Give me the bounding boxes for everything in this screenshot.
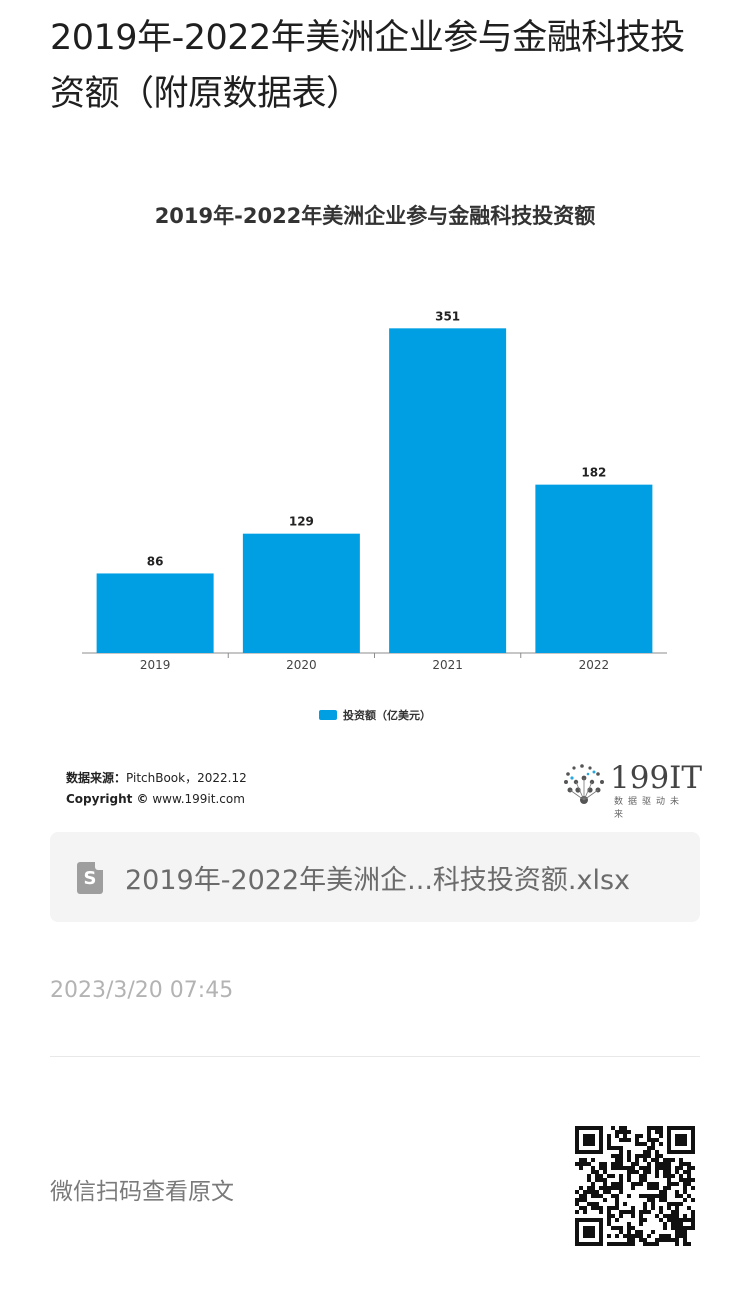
data-label-2021: 351 bbox=[435, 309, 460, 323]
legend-label: 投资额（亿美元） bbox=[343, 709, 431, 722]
publish-timestamp: 2023/3/20 07:45 bbox=[50, 978, 234, 1003]
x-tick-2019: 2019 bbox=[140, 658, 171, 672]
copyright-value: www.199it.com bbox=[148, 792, 245, 806]
x-tick-2022: 2022 bbox=[579, 658, 610, 672]
bar-2019 bbox=[96, 573, 214, 653]
copyright-label: Copyright © bbox=[66, 792, 149, 806]
bar-chart: 86 2019 129 2020 351 2021 182 2022 bbox=[82, 309, 667, 672]
brand-tagline: 数据驱动未来 bbox=[614, 797, 685, 820]
x-tick-2021: 2021 bbox=[432, 658, 463, 672]
data-label-2020: 129 bbox=[289, 515, 314, 529]
spreadsheet-file-icon: S bbox=[77, 862, 103, 894]
qr-code-icon[interactable] bbox=[575, 1126, 695, 1246]
bar-2022 bbox=[535, 484, 653, 653]
source-label: 数据来源： bbox=[66, 771, 127, 785]
scan-prompt: 微信扫码查看原文 bbox=[50, 1179, 234, 1205]
brand-logo: 199IT 数据驱动未来 bbox=[560, 760, 702, 820]
x-tick-2020: 2020 bbox=[286, 658, 317, 672]
source-value: PitchBook，2022.12 bbox=[126, 771, 247, 785]
data-label-2019: 86 bbox=[147, 554, 164, 568]
bar-2020 bbox=[242, 533, 360, 653]
article-title: 2019年-2022年美洲企业参与金融科技投资额（附原数据表） bbox=[50, 18, 685, 114]
chart-title: 2019年-2022年美洲企业参与金融科技投资额 bbox=[154, 204, 596, 228]
chart-source: 数据来源：PitchBook，2022.12 Copyright © www.1… bbox=[66, 768, 247, 810]
chart-image[interactable]: 2019年-2022年美洲企业参与金融科技投资额 86 2019 129 2020 35… bbox=[50, 180, 702, 820]
chart-legend: 投资额（亿美元） bbox=[50, 707, 700, 723]
brand-name: 199IT bbox=[610, 760, 703, 796]
dandelion-logo-icon bbox=[564, 764, 604, 804]
attachment-card[interactable]: S 2019年-2022年美洲企...科技投资额.xlsx bbox=[50, 832, 700, 922]
legend-swatch bbox=[319, 710, 337, 720]
bar-2021 bbox=[389, 328, 507, 653]
divider bbox=[50, 1056, 700, 1057]
attachment-file-name: 2019年-2022年美洲企...科技投资额.xlsx bbox=[125, 865, 631, 896]
data-label-2022: 182 bbox=[581, 466, 606, 480]
